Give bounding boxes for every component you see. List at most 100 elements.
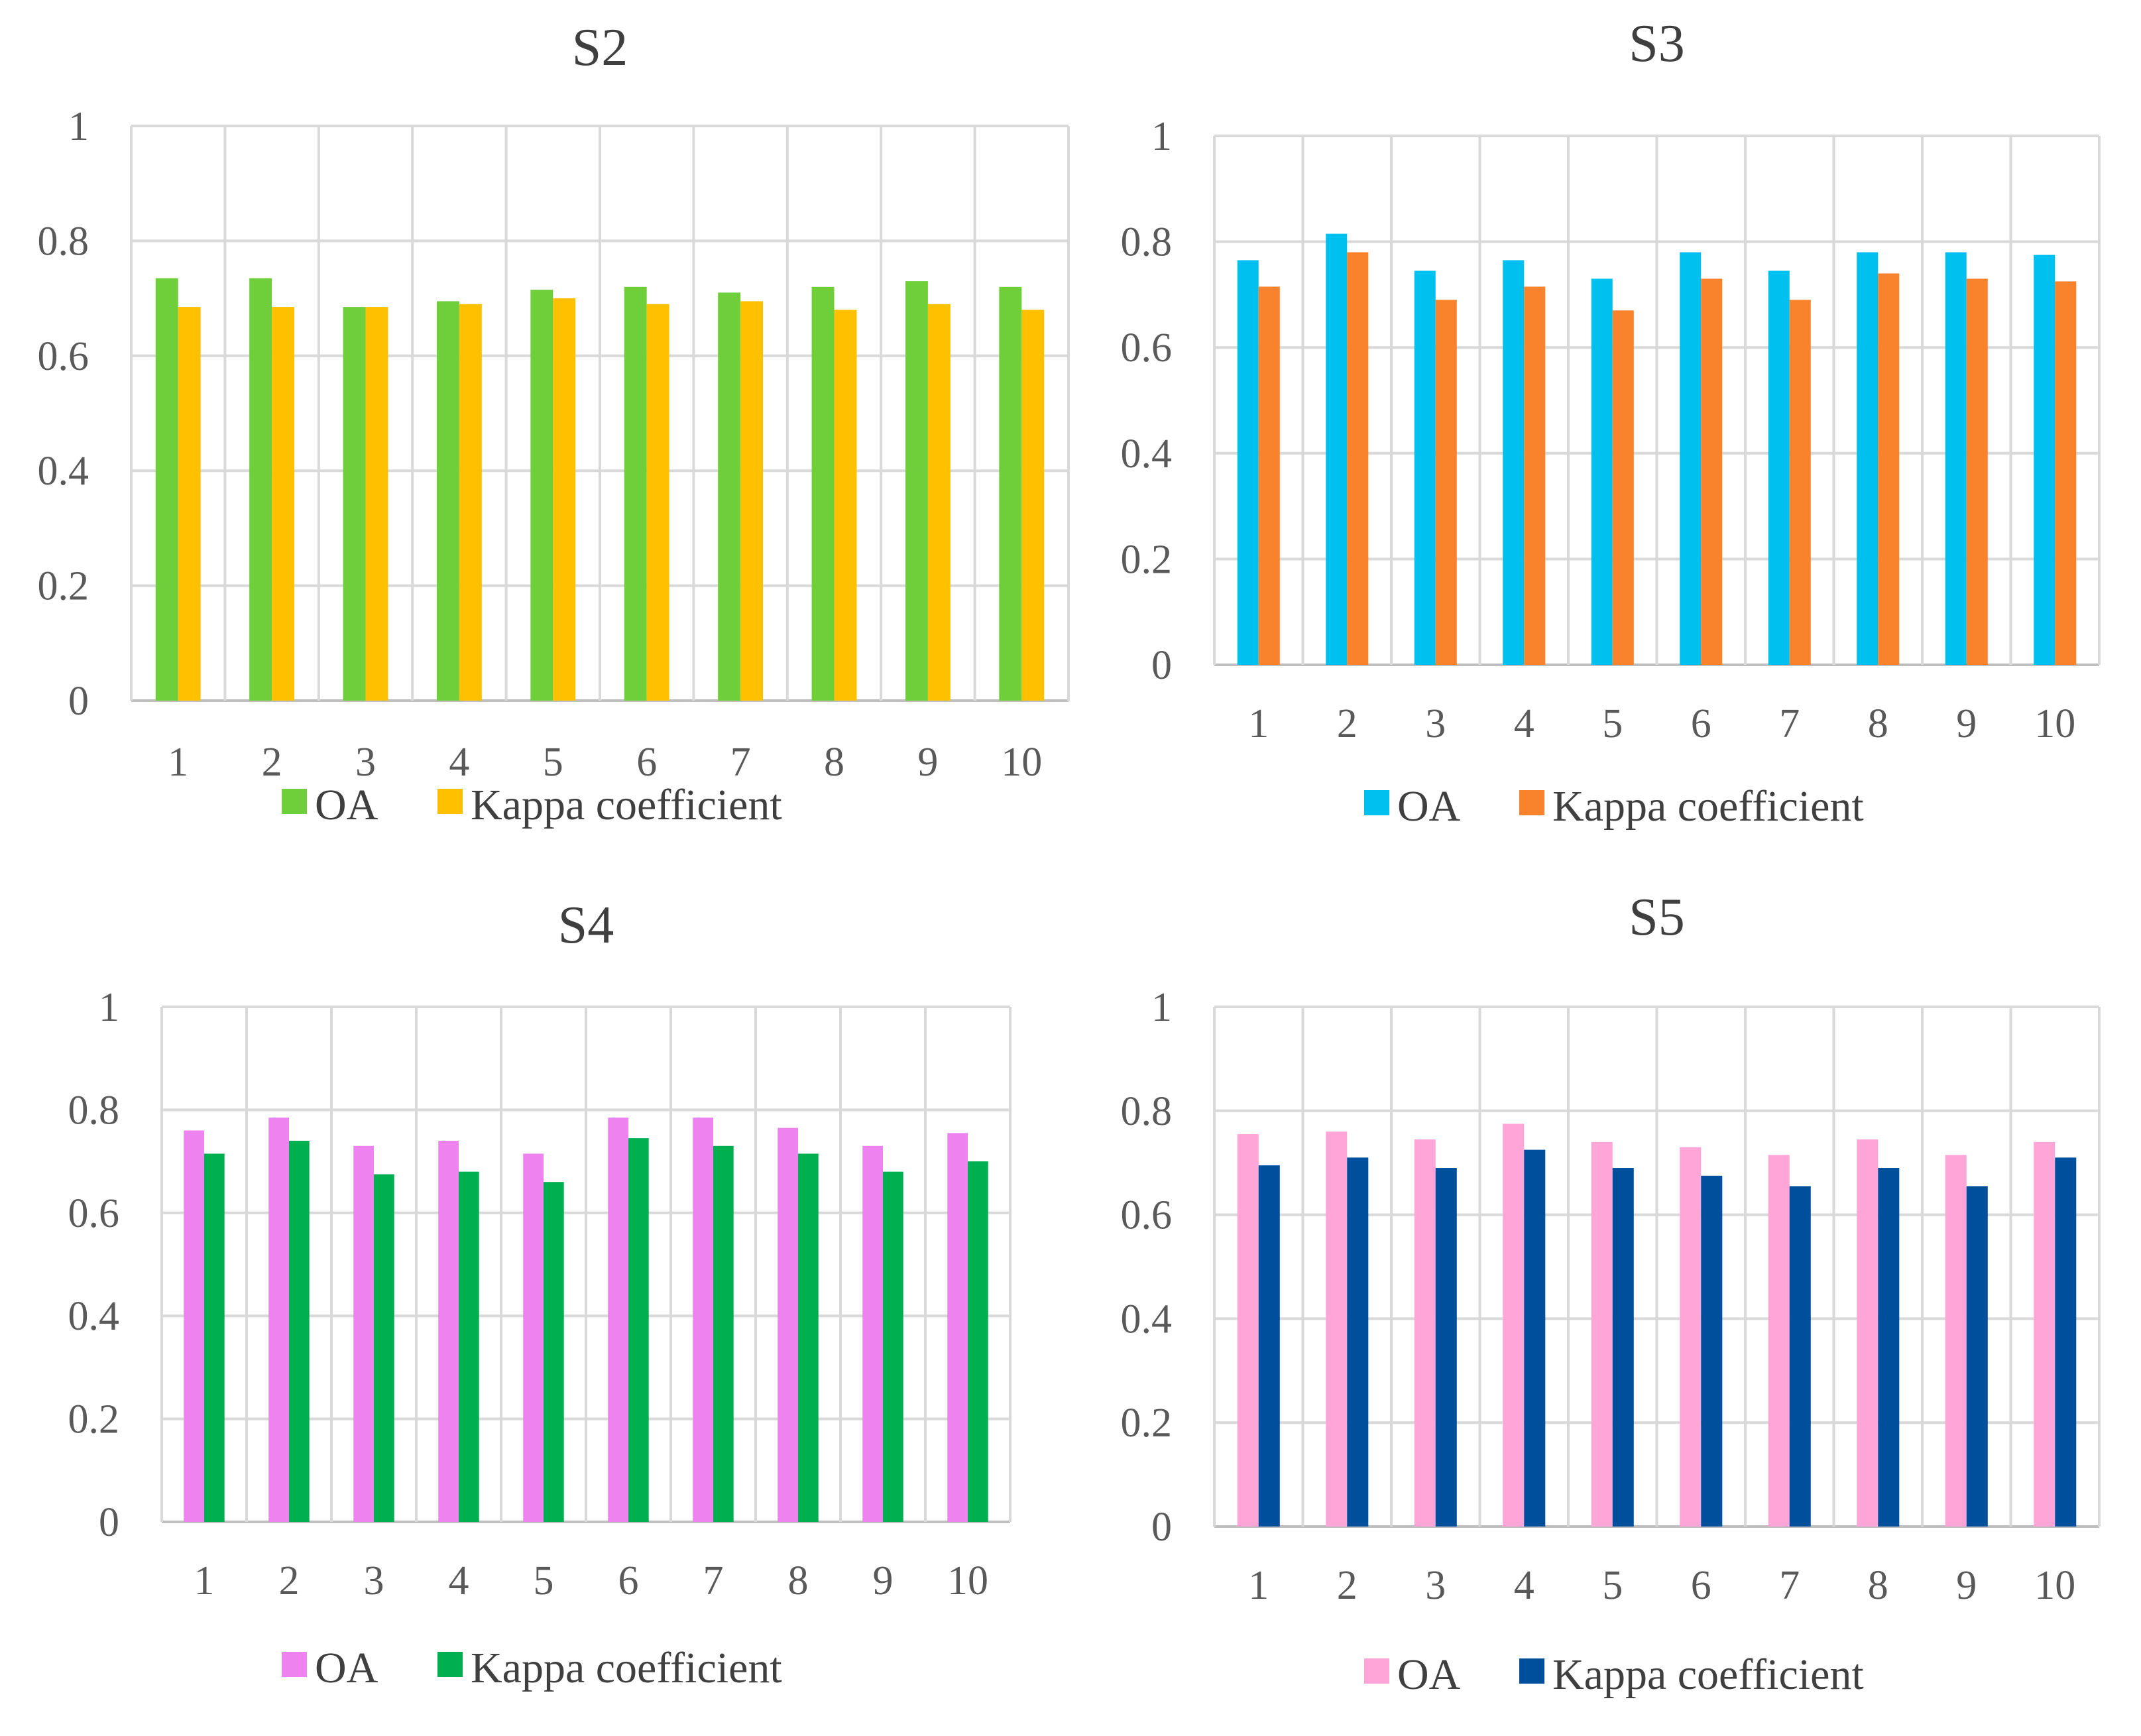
- y-tick-label: 0.4: [38, 449, 89, 494]
- y-tick-label: 0: [99, 1500, 119, 1545]
- bar-oa-4: [1503, 1124, 1525, 1527]
- x-tick-label: 10: [2034, 1563, 2075, 1608]
- bar-kappa-2: [272, 307, 295, 701]
- bar-oa-4: [1503, 260, 1525, 665]
- legend-swatch-oa: [1364, 1658, 1389, 1684]
- bar-oa-7: [1768, 270, 1790, 665]
- x-tick-label: 6: [1691, 1563, 1711, 1608]
- bar-kappa-1: [1258, 1165, 1280, 1527]
- y-tick-label: 0.8: [68, 1088, 120, 1133]
- bar-oa-10: [947, 1133, 968, 1522]
- x-tick-label: 2: [279, 1558, 300, 1603]
- legend-label-oa: OA: [1397, 1650, 1461, 1699]
- y-tick-label: 0.4: [1121, 432, 1173, 477]
- bar-kappa-4: [459, 304, 482, 701]
- bar-oa-4: [436, 301, 459, 701]
- legend-swatch-oa: [282, 1652, 307, 1677]
- y-tick-label: 0.4: [68, 1294, 120, 1339]
- bar-oa-1: [1237, 1134, 1259, 1527]
- y-tick-label: 0.2: [38, 564, 89, 609]
- bar-kappa-1: [204, 1153, 225, 1522]
- y-tick-label: 0.2: [1121, 1401, 1173, 1446]
- x-tick-label: 3: [364, 1558, 384, 1603]
- x-tick-label: 1: [1248, 1563, 1269, 1608]
- bar-oa-8: [1857, 252, 1879, 665]
- y-tick-label: 0: [1151, 1505, 1172, 1550]
- bar-oa-8: [1857, 1139, 1879, 1527]
- bar-kappa-10: [2055, 281, 2077, 665]
- bar-oa-9: [1945, 1155, 1967, 1527]
- legend-swatch-kappa: [437, 789, 463, 814]
- x-tick-label: 7: [703, 1558, 724, 1603]
- x-tick-label: 1: [168, 740, 188, 785]
- bar-kappa-8: [834, 310, 857, 701]
- y-tick-label: 0.8: [1121, 220, 1173, 265]
- x-tick-label: 6: [1691, 701, 1711, 746]
- x-tick-label: 4: [1514, 1563, 1534, 1608]
- bar-kappa-6: [1701, 1175, 1723, 1527]
- bar-oa-9: [862, 1145, 883, 1522]
- bar-oa-4: [438, 1141, 459, 1522]
- x-tick-label: 10: [947, 1558, 988, 1603]
- bar-oa-5: [523, 1153, 544, 1522]
- x-tick-label: 6: [618, 1558, 639, 1603]
- legend-label-oa: OA: [315, 781, 378, 829]
- y-tick-label: 0.6: [1121, 325, 1173, 371]
- bar-kappa-5: [1612, 1168, 1634, 1527]
- x-tick-label: 3: [1425, 701, 1446, 746]
- bar-kappa-8: [798, 1153, 819, 1522]
- legend-label-oa: OA: [315, 1644, 378, 1692]
- x-tick-label: 5: [543, 740, 563, 785]
- bar-kappa-7: [1789, 300, 1811, 665]
- bar-kappa-8: [1878, 273, 1900, 665]
- y-tick-label: 0.2: [1121, 537, 1173, 582]
- chart-title: S3: [1629, 15, 1685, 73]
- bar-oa-10: [2034, 1141, 2055, 1527]
- legend-swatch-oa: [1364, 790, 1389, 815]
- x-tick-label: 5: [534, 1558, 554, 1603]
- bar-kappa-7: [713, 1145, 734, 1522]
- y-tick-label: 0.6: [38, 334, 89, 379]
- bar-kappa-6: [1701, 278, 1723, 665]
- x-tick-label: 9: [1956, 701, 1977, 746]
- bar-kappa-8: [1878, 1168, 1900, 1527]
- chart-title: S5: [1629, 888, 1685, 947]
- x-tick-label: 4: [449, 1558, 469, 1603]
- bar-kappa-4: [1524, 1149, 1546, 1527]
- legend-swatch-kappa: [437, 1652, 463, 1677]
- bar-kappa-10: [1021, 310, 1045, 701]
- bar-kappa-5: [553, 298, 576, 701]
- y-tick-label: 0.8: [38, 219, 89, 264]
- bar-oa-5: [1591, 1141, 1613, 1527]
- bar-kappa-2: [1347, 1157, 1369, 1527]
- x-tick-label: 7: [1779, 1563, 1800, 1608]
- bar-kappa-9: [883, 1171, 903, 1522]
- bar-oa-7: [693, 1118, 713, 1522]
- bar-oa-7: [718, 292, 741, 701]
- bar-oa-9: [905, 281, 928, 701]
- legend-label-kappa: Kappa coefficient: [1552, 1650, 1864, 1699]
- bar-oa-7: [1768, 1155, 1790, 1527]
- y-tick-label: 1: [1151, 985, 1172, 1030]
- x-tick-label: 8: [1868, 701, 1888, 746]
- bar-oa-8: [811, 286, 835, 701]
- bar-kappa-5: [1612, 310, 1634, 665]
- bar-kappa-2: [1347, 252, 1369, 665]
- y-tick-label: 0: [68, 679, 89, 724]
- bar-oa-1: [1237, 260, 1259, 665]
- y-tick-label: 1: [99, 985, 119, 1030]
- x-tick-label: 5: [1602, 1563, 1623, 1608]
- x-tick-label: 5: [1602, 701, 1623, 746]
- x-tick-label: 7: [730, 740, 751, 785]
- bar-oa-9: [1945, 252, 1967, 665]
- legend-swatch-kappa: [1519, 1658, 1544, 1684]
- x-tick-label: 6: [636, 740, 657, 785]
- bar-kappa-3: [1435, 300, 1457, 665]
- chart-s5: S5 0 0.2 0.4 0.6 0.8 1 1 2 3 4 5 6 7 8 9 10 OA Kappa coeff…: [1121, 888, 2101, 1699]
- x-tick-label: 7: [1779, 701, 1800, 746]
- bar-kappa-7: [1789, 1186, 1811, 1527]
- bar-oa-10: [2034, 255, 2055, 665]
- bar-oa-2: [1326, 233, 1348, 665]
- chart-title: S4: [558, 896, 614, 955]
